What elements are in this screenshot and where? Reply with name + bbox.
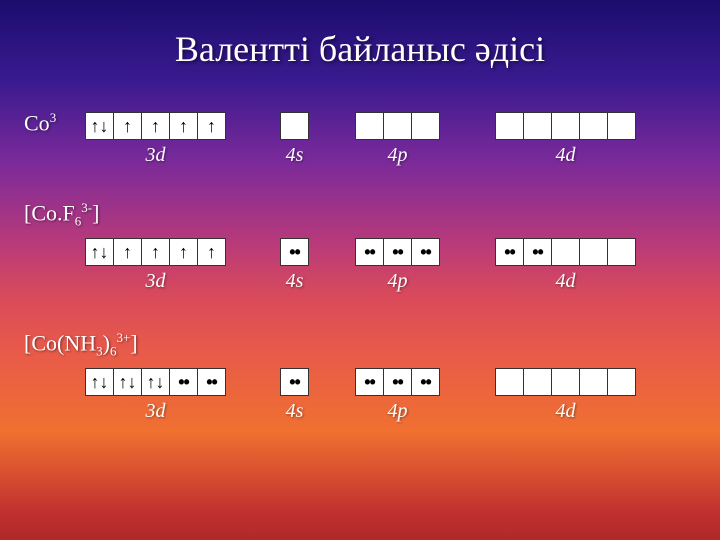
orbital-cell: ↑ xyxy=(197,112,226,140)
orbital-cell: ↑ xyxy=(169,238,198,266)
orbital-group-4d: •••• xyxy=(495,238,636,266)
orbital-cell xyxy=(551,238,580,266)
orbital-cell: •• xyxy=(411,238,440,266)
orbital-cell: •• xyxy=(355,368,384,396)
orbital-group-4s: •• xyxy=(280,368,309,396)
orbital-label-3d: 3d xyxy=(85,270,226,293)
orbital-label-3d: 3d xyxy=(85,144,226,167)
orbital-group-4d xyxy=(495,112,636,140)
orbital-cell xyxy=(523,368,552,396)
orbital-cell xyxy=(280,112,309,140)
orbital-cell: •• xyxy=(169,368,198,396)
orbital-cell xyxy=(411,112,440,140)
orbital-cell: ↑ xyxy=(197,238,226,266)
orbital-cell: •• xyxy=(411,368,440,396)
species-label-cof6: [Co.F63-] xyxy=(24,200,99,230)
orbital-cell: •• xyxy=(355,238,384,266)
orbital-label-4s: 4s xyxy=(280,270,309,293)
species-label-conh3: [Co(NH3)63+] xyxy=(24,330,138,360)
orbital-cell: •• xyxy=(280,368,309,396)
orbital-cell xyxy=(607,238,636,266)
orbital-group-4p xyxy=(355,112,440,140)
orbital-cell xyxy=(607,368,636,396)
orbital-group-3d: ↑↓↑↑↑↑ xyxy=(85,238,226,266)
orbital-group-4p: •••••• xyxy=(355,368,440,396)
orbital-cell: ↑ xyxy=(141,238,170,266)
orbital-cell: •• xyxy=(523,238,552,266)
orbital-group-3d: ↑↓↑↑↑↑ xyxy=(85,112,226,140)
orbital-cell: ↑ xyxy=(141,112,170,140)
orbital-label-4s: 4s xyxy=(280,400,309,423)
orbital-cell: ↑ xyxy=(113,238,142,266)
orbital-label-4p: 4p xyxy=(355,400,440,423)
orbital-cell xyxy=(355,112,384,140)
orbital-cell xyxy=(579,238,608,266)
orbital-cell: ↑↓ xyxy=(85,112,114,140)
orbital-cell xyxy=(551,112,580,140)
orbital-cell xyxy=(383,112,412,140)
orbital-cell xyxy=(495,368,524,396)
orbital-cell xyxy=(495,112,524,140)
orbital-group-4s: •• xyxy=(280,238,309,266)
orbital-label-4s: 4s xyxy=(280,144,309,167)
orbital-cell: ↑↓ xyxy=(85,368,114,396)
orbital-label-4d: 4d xyxy=(495,270,636,293)
orbital-cell xyxy=(607,112,636,140)
orbital-label-4p: 4p xyxy=(355,144,440,167)
orbital-label-4d: 4d xyxy=(495,400,636,423)
orbital-cell xyxy=(579,112,608,140)
orbital-cell xyxy=(523,112,552,140)
species-label-co3: Co3 xyxy=(24,110,56,136)
orbital-label-3d: 3d xyxy=(85,400,226,423)
orbital-cell: •• xyxy=(280,238,309,266)
orbital-cell: •• xyxy=(383,238,412,266)
orbital-label-4d: 4d xyxy=(495,144,636,167)
orbital-cell: ↑ xyxy=(113,112,142,140)
orbital-cell: ↑↓ xyxy=(141,368,170,396)
orbital-group-4p: •••••• xyxy=(355,238,440,266)
orbital-cell: •• xyxy=(383,368,412,396)
orbital-cell: •• xyxy=(197,368,226,396)
orbital-group-4d xyxy=(495,368,636,396)
orbital-group-4s xyxy=(280,112,309,140)
orbital-group-3d: ↑↓↑↓↑↓•••• xyxy=(85,368,226,396)
slide-title: Валентті байланыс әдісі xyxy=(0,0,720,70)
orbital-label-4p: 4p xyxy=(355,270,440,293)
orbital-cell: ↑↓ xyxy=(113,368,142,396)
orbital-cell: ↑↓ xyxy=(85,238,114,266)
orbital-cell xyxy=(551,368,580,396)
orbital-cell xyxy=(579,368,608,396)
orbital-cell: ↑ xyxy=(169,112,198,140)
orbital-cell: •• xyxy=(495,238,524,266)
